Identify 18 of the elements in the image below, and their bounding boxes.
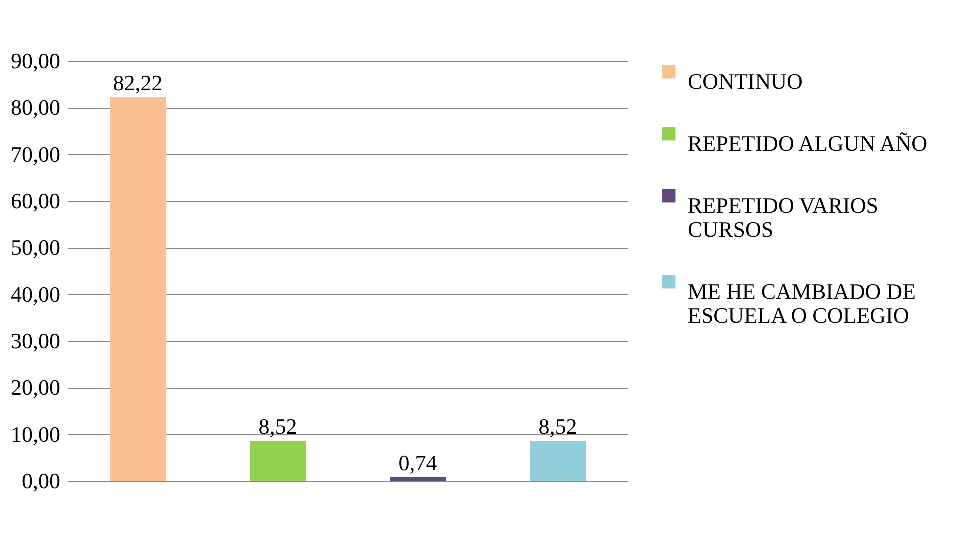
data-label: 8,52 bbox=[538, 414, 578, 440]
legend-label: ME HE CAMBIADO DE ESCUELA O COLEGIO bbox=[688, 279, 916, 328]
data-label: 8,52 bbox=[258, 414, 298, 440]
data-label: 82,22 bbox=[113, 70, 163, 96]
legend-label: REPETIDO VARIOS CURSOS bbox=[688, 193, 878, 242]
y-tick-label: 20,00 bbox=[11, 375, 60, 400]
legend-label: CONTINUO bbox=[688, 69, 803, 94]
y-tick-label: 70,00 bbox=[11, 142, 60, 167]
y-tick-label: 30,00 bbox=[11, 328, 60, 354]
legend-label: REPETIDO ALGUN AÑO bbox=[688, 131, 928, 156]
y-tick-label: 10,00 bbox=[11, 422, 60, 447]
y-tick-label: 80,00 bbox=[11, 95, 60, 120]
y-tick-label: 60,00 bbox=[11, 188, 60, 214]
y-tick-label: 40,00 bbox=[11, 282, 60, 307]
y-tick-label: 90,00 bbox=[11, 48, 60, 74]
data-label: 0,74 bbox=[398, 450, 438, 476]
y-tick-label: 50,00 bbox=[11, 235, 60, 260]
y-tick-label: 0,00 bbox=[22, 468, 60, 494]
